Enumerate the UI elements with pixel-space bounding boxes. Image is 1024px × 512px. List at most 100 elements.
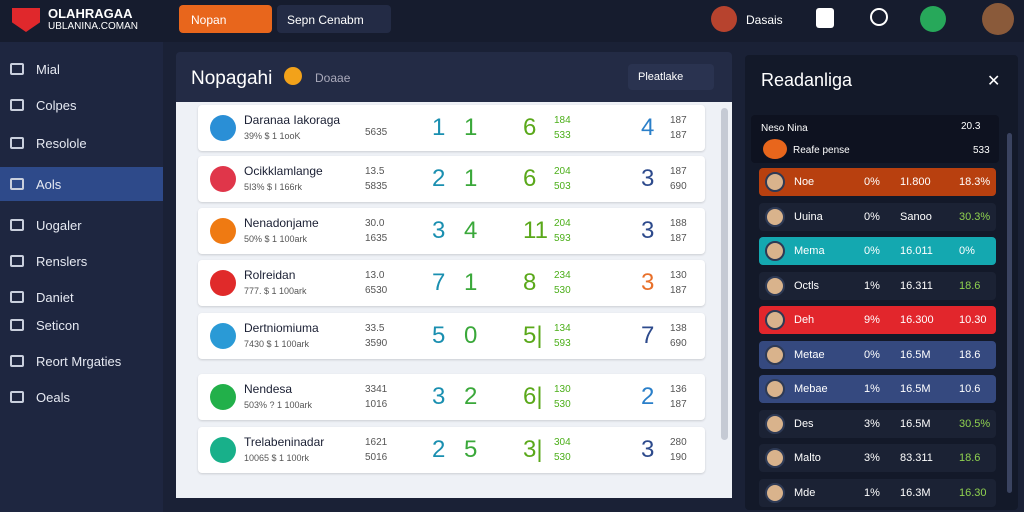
player-name: Mema (794, 245, 825, 257)
player-value: 16.5M (900, 348, 931, 361)
nav-item[interactable]: Seticon (0, 308, 163, 342)
match-row[interactable]: Nendesa 503% ? 1 100ark 3341 1016 3 2 6| 130 530… (198, 374, 705, 420)
match-row[interactable]: Daranaa Iakoraga 39% $ 1 1ooK 5635 1 1 6 184 53… (198, 105, 705, 151)
points: 8 (523, 269, 537, 296)
nav-item[interactable]: Daniet (0, 280, 163, 314)
friend-avatar[interactable] (920, 6, 946, 32)
rank-detail: 190 (670, 452, 687, 463)
player-score: 30.5% (959, 417, 991, 430)
head-name: Neso Nina (761, 123, 808, 134)
sub-value: 533 (973, 145, 990, 156)
score-home: 2 (432, 436, 446, 463)
help-icon[interactable] (870, 8, 888, 26)
match-row[interactable]: Rolreidan 777. $ 1 100ark 13.0 6530 7 1 8 234 53… (198, 260, 705, 306)
player-score: 18.6 (959, 452, 981, 464)
rank: 3 (641, 269, 655, 296)
nav-item[interactable]: Aols (0, 167, 163, 201)
match-row[interactable]: Ocikklamlange 5I3% $ I 166rk 13.5 5835 2 1 6 20… (198, 156, 705, 202)
points-detail: 533 (554, 130, 571, 141)
player-avatar (765, 413, 785, 434)
close-icon[interactable]: ✕ (987, 73, 1001, 90)
logo-icon (12, 8, 40, 32)
player-pct: 0% (864, 245, 880, 257)
ranking-row[interactable]: Mema 0% 16.011 0% (759, 237, 996, 265)
score-away: 5 (464, 436, 478, 463)
match-row[interactable]: Nenadonjame 50% $ 1 100ark 30.0 1635 3 4 11 204… (198, 208, 705, 254)
player-value: 16.011 (900, 245, 933, 257)
search-select-label: Sepn Cenabm (287, 13, 364, 27)
nav-item[interactable]: Colpes (0, 88, 163, 122)
team-detail: 777. $ 1 100ark (244, 286, 307, 296)
nav-icon (10, 355, 24, 367)
rank-detail: 187 (670, 399, 687, 410)
ranking-row[interactable]: Malto 3% 83.311 18.6 (759, 444, 996, 472)
team-name: Rolreidan (244, 268, 296, 282)
player-name: Noe (794, 176, 815, 188)
nav-item[interactable]: Reort Mrgaties (0, 344, 163, 378)
points-detail: 530 (554, 285, 571, 296)
scrollbar[interactable] (721, 108, 728, 440)
rank-detail: 187 (670, 115, 687, 126)
player-name: Deh (794, 314, 815, 326)
ranking-row[interactable]: Metae 0% 16.5M 18.6 (759, 340, 996, 369)
points: 3| (523, 436, 543, 463)
notification-icon[interactable] (816, 8, 834, 28)
player-avatar (765, 206, 785, 227)
nav-label: Uogaler (36, 218, 82, 233)
player-score: 18.3% (959, 176, 991, 188)
score-home: 1 (432, 114, 446, 141)
player-avatar (765, 241, 785, 261)
points-detail: 593 (554, 338, 571, 349)
logo-subtext: UBLANINA.COMAN (48, 21, 139, 32)
stat: 1621 (365, 437, 388, 448)
stat: 3341 (365, 384, 388, 395)
filter-dropdown[interactable]: Pleatlake (628, 64, 714, 90)
ranking-row[interactable]: Des 3% 16.5M 30.5% (759, 409, 996, 438)
player-avatar (765, 310, 785, 330)
badge (284, 67, 302, 85)
search-button[interactable]: Nopan (179, 5, 272, 33)
search-select[interactable]: Sepn Cenabm (277, 5, 391, 33)
nav-item[interactable]: Mial (0, 52, 163, 86)
stat: 13.5 (365, 166, 385, 177)
ranking-row[interactable]: Octls 1% 16.311 18.6 (759, 271, 996, 300)
points-detail: 134 (554, 323, 571, 334)
match-row[interactable]: Trelabeninadar 10065 $ 1 100rk 1621 5016 2 5 3… (198, 427, 705, 473)
score-away: 1 (464, 165, 478, 192)
player-pct: 1% (864, 486, 880, 499)
head-icon (763, 139, 787, 159)
panel-title: Nopagahi (191, 68, 273, 89)
match-row[interactable]: Dertniomiuma 7430 $ 1 100ark 33.5 3590 5 0 5| 1… (198, 313, 705, 359)
nav-item[interactable]: Uogaler (0, 208, 163, 242)
nav-item[interactable]: Renslers (0, 244, 163, 278)
ranking-row[interactable]: Noe 0% 1I.800 18.3% (759, 168, 996, 196)
user-avatar[interactable] (711, 6, 737, 32)
score-away: 1 (464, 269, 478, 296)
ranking-row[interactable]: Mebae 1% 16.5M 10.6 (759, 375, 996, 403)
score-home: 2 (432, 165, 446, 192)
rank: 3 (641, 436, 655, 463)
ranking-row[interactable]: Mde 1% 16.3M 16.30 (759, 478, 996, 507)
ranking-title: Readanliga (761, 70, 853, 90)
stat: 1016 (365, 399, 388, 410)
panel-subtitle: Doaae (315, 71, 351, 85)
points-detail: 593 (554, 233, 571, 244)
ranking-row[interactable]: Uuina 0% Sanoo 30.3% (759, 202, 996, 231)
nav-icon (10, 99, 24, 111)
points-detail: 530 (554, 452, 571, 463)
team-detail: 39% $ 1 1ooK (244, 131, 301, 141)
player-name: Mebae (794, 383, 828, 395)
sidebar: Mial Colpes Resolole Aols Uogaler Renslers Dan… (0, 42, 163, 512)
nav-item[interactable]: Resolole (0, 126, 163, 160)
nav-icon (10, 219, 24, 231)
panel-scrollbar[interactable] (1007, 133, 1012, 493)
rank: 3 (641, 165, 655, 192)
ranking-row[interactable]: Deh 9% 16.300 10.30 (759, 306, 996, 334)
profile-avatar[interactable] (982, 3, 1014, 35)
team-icon (210, 323, 236, 349)
points-detail: 530 (554, 399, 571, 410)
nav-item[interactable]: Oeals (0, 380, 163, 414)
rank-detail: 690 (670, 338, 687, 349)
points: 6 (523, 114, 537, 141)
stat: 33.5 (365, 323, 385, 334)
